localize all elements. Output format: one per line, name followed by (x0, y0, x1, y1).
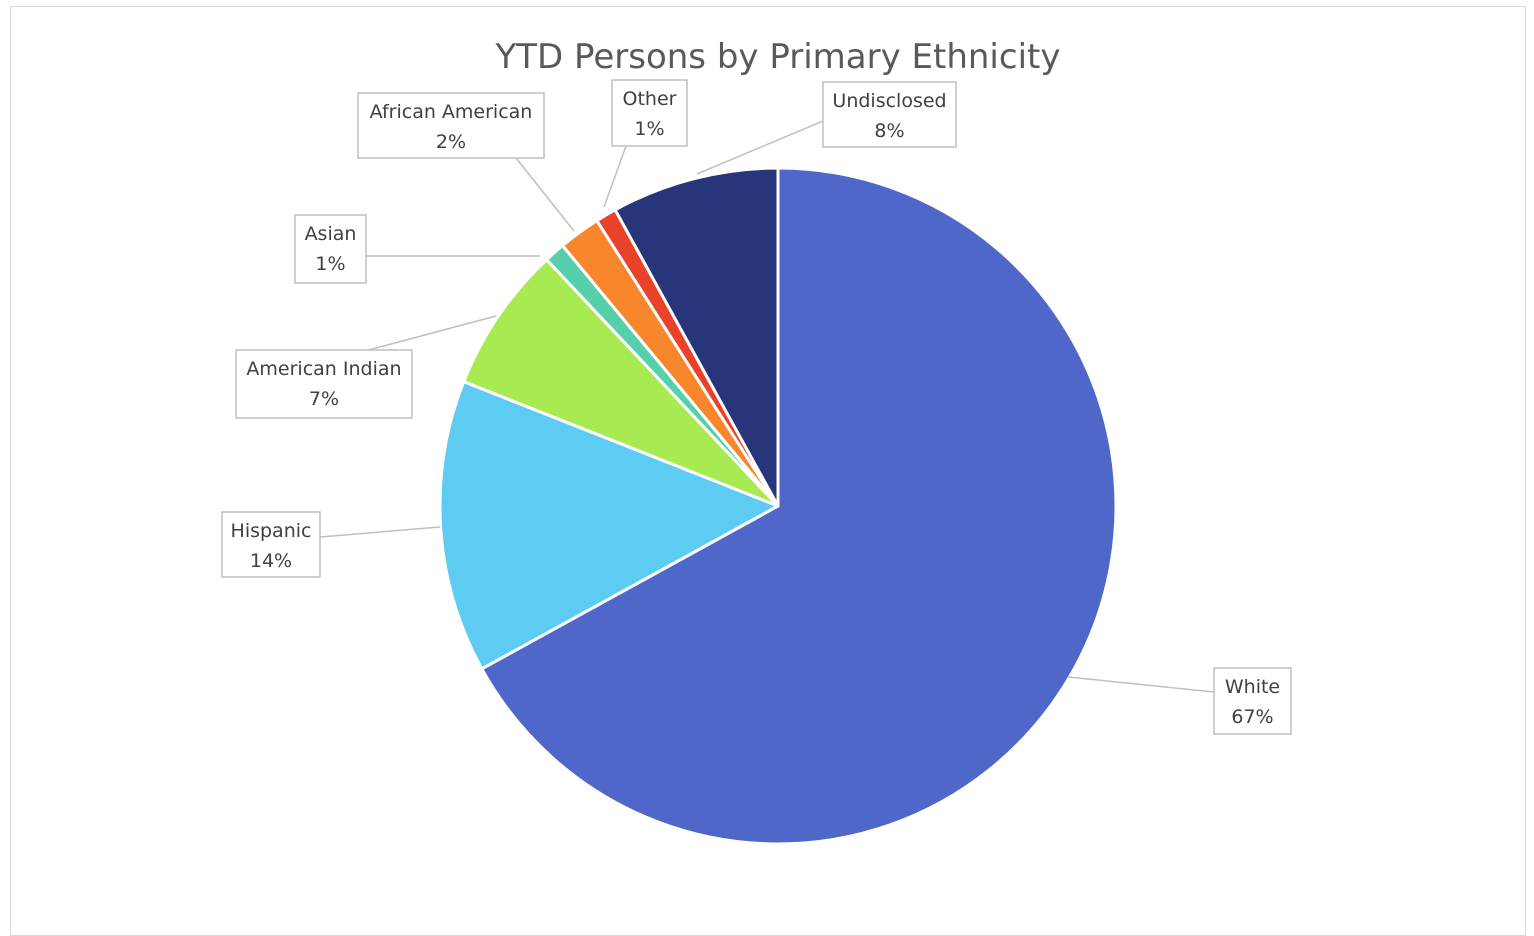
pie-slice-american-indian (462, 258, 780, 508)
data-label: White 67% (1213, 667, 1292, 735)
leader-line (603, 145, 627, 208)
data-label-box (357, 92, 545, 159)
pie-slice-hispanic (438, 380, 780, 671)
data-label-category: Asian (305, 223, 357, 245)
pie-slice-white (480, 166, 1118, 846)
data-label-category: Undisclosed (832, 90, 946, 112)
data-label-box (822, 81, 957, 148)
data-label-category: White (1225, 676, 1280, 698)
data-label-percent: 14% (250, 550, 292, 572)
data-label: African American 2% (357, 92, 545, 159)
data-label-box (294, 214, 367, 284)
data-label-percent: 7% (309, 388, 339, 410)
data-label-percent: 1% (634, 118, 664, 140)
data-label-percent: 67% (1231, 706, 1273, 728)
leader-line (1067, 676, 1215, 693)
data-label-box (221, 511, 321, 578)
data-label-category: African American (370, 101, 533, 123)
leader-line (515, 157, 575, 232)
data-label-category: Other (623, 88, 677, 110)
data-label-box (611, 79, 688, 147)
data-label: Hispanic 14% (221, 511, 321, 578)
pie-slices (438, 166, 1118, 846)
data-label-percent: 2% (436, 131, 466, 153)
data-label-percent: 1% (315, 253, 345, 275)
chart-title: YTD Persons by Primary Ethnicity (495, 37, 1061, 77)
data-label-category: Hispanic (231, 520, 312, 542)
pie-slice-undisclosed (613, 166, 780, 508)
data-labels: White 67% Hispanic 14% American Indian 7% Asia… (221, 79, 1292, 735)
data-label: Undisclosed 8% (822, 81, 957, 148)
data-label-percent: 8% (874, 120, 904, 142)
data-label-box (1213, 667, 1292, 735)
data-label: Asian 1% (294, 214, 367, 284)
data-label: Other 1% (611, 79, 688, 147)
data-label-category: American Indian (246, 358, 401, 380)
data-label: American Indian 7% (235, 349, 413, 419)
leader-line (319, 526, 441, 538)
data-label-box (235, 349, 413, 419)
leader-line (696, 120, 824, 175)
